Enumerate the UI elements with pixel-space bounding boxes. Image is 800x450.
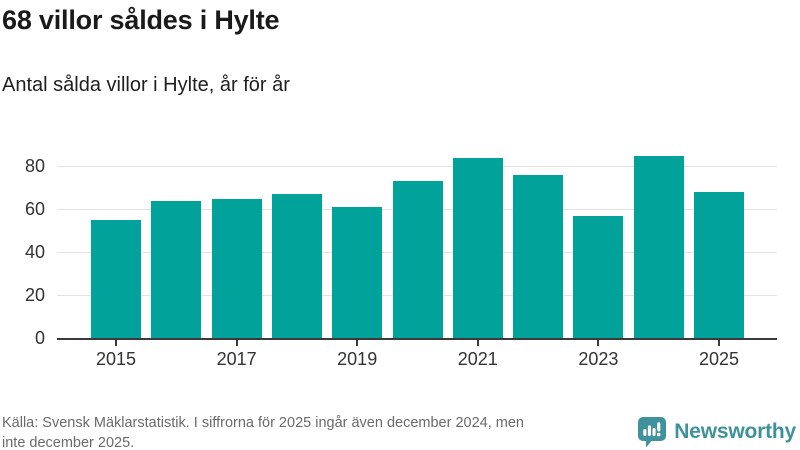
bar-2025 bbox=[694, 192, 744, 338]
bar-2023 bbox=[573, 215, 624, 338]
y-axis-label-60: 60 bbox=[24, 199, 45, 220]
x-axis-tick-2025 bbox=[718, 340, 720, 346]
y-axis-label-40: 40 bbox=[24, 242, 45, 263]
bar-2020 bbox=[392, 181, 443, 338]
x-axis-label-2021: 2021 bbox=[457, 349, 498, 369]
bar-2017 bbox=[211, 198, 262, 338]
plot-area: 2015 2017 2019 2021 2023 2025 bbox=[57, 145, 777, 369]
y-axis-label-80: 80 bbox=[24, 156, 45, 177]
y-axis-label-0: 0 bbox=[34, 328, 45, 348]
bar-2022 bbox=[513, 175, 564, 338]
bar-2021 bbox=[452, 157, 503, 338]
x-axis-tick-2023 bbox=[597, 340, 600, 346]
x-axis-tick-2015 bbox=[115, 340, 117, 346]
x-axis-label-2023: 2023 bbox=[578, 349, 619, 369]
x-axis-tick-2019 bbox=[356, 340, 359, 346]
x-axis-label-2019: 2019 bbox=[337, 349, 378, 369]
bar-2016 bbox=[151, 200, 202, 338]
source-note-line2: inte december 2025. bbox=[2, 435, 135, 450]
chart-title: 68 villor såldes i Hylte bbox=[2, 5, 280, 35]
x-axis-label-2017: 2017 bbox=[216, 349, 257, 369]
newsworthy-logo: Newsworthy bbox=[637, 416, 796, 448]
newsworthy-bubble-chart-icon bbox=[637, 416, 667, 448]
bar-2018 bbox=[271, 194, 322, 338]
x-axis-label-2015: 2015 bbox=[95, 349, 137, 369]
source-note-line1: Källa: Svensk Mäklarstatistik. I siffror… bbox=[2, 415, 524, 431]
source-note: Källa: Svensk Mäklarstatistik. I siffror… bbox=[2, 413, 524, 450]
gridline-80 bbox=[57, 165, 777, 167]
newsworthy-wordmark: Newsworthy bbox=[674, 420, 796, 443]
x-axis-tick-2021 bbox=[476, 340, 479, 346]
chart-subtitle: Antal sålda villor i Hylte, år för år bbox=[2, 74, 290, 96]
bar-2015 bbox=[91, 220, 141, 338]
bar-2019 bbox=[332, 207, 383, 338]
x-axis-label-2025: 2025 bbox=[698, 349, 740, 369]
x-axis-tick-2017 bbox=[235, 340, 238, 346]
bar-2024 bbox=[633, 155, 684, 338]
y-axis-label-20: 20 bbox=[24, 285, 45, 306]
